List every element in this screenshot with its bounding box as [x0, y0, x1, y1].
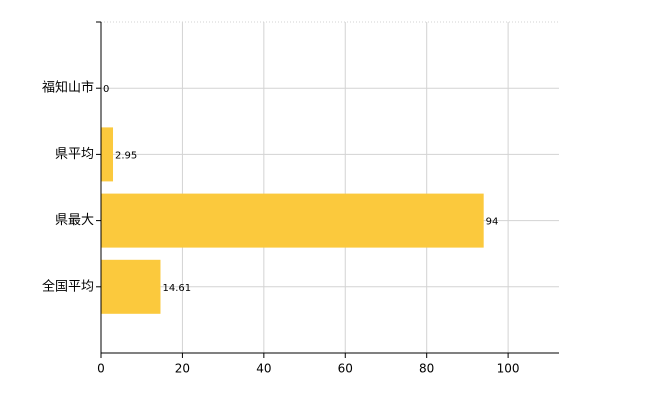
bar: [101, 259, 161, 314]
value-label: 94: [486, 217, 499, 228]
bar: [101, 127, 114, 182]
value-label: 0: [103, 84, 109, 95]
x-tick-label: 40: [256, 362, 271, 376]
x-tick-label: 60: [338, 362, 353, 376]
value-label: 14.61: [162, 283, 191, 294]
value-label: 2.95: [115, 150, 137, 161]
x-tick-label: 100: [497, 362, 520, 376]
bar: [101, 193, 484, 248]
x-tick-label: 80: [419, 362, 434, 376]
x-tick-label: 0: [97, 362, 105, 376]
y-tick-label: 福知山市: [42, 80, 94, 96]
x-tick-label: 20: [175, 362, 190, 376]
y-tick-label: 全国平均: [42, 278, 94, 294]
y-tick-label: 県最大: [55, 213, 94, 228]
y-tick-label: 県平均: [55, 147, 94, 162]
